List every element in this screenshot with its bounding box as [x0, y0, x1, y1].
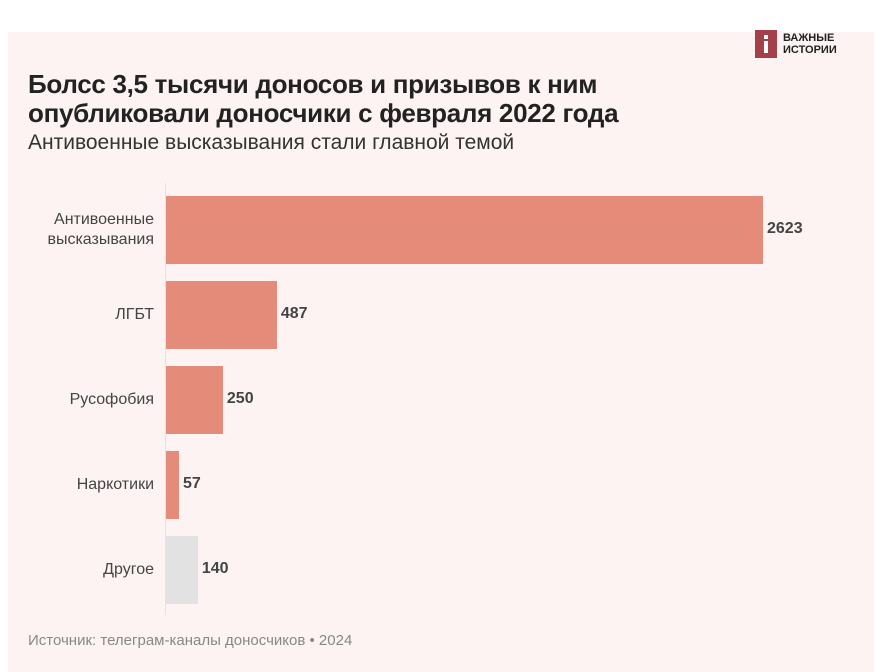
value-label: 250 [226, 390, 254, 407]
logo: ВАЖНЫЕ ИСТОРИИ [755, 30, 837, 58]
category-label: Другое [103, 561, 154, 578]
category-label: ЛГБТ [115, 306, 154, 323]
bar [166, 451, 179, 519]
bar [166, 196, 763, 264]
category-label: Русофобия [69, 391, 154, 408]
bar [166, 536, 198, 604]
y-axis-line [165, 183, 166, 615]
category-label: Антивоенные высказывания [47, 211, 154, 248]
value-label: 140 [201, 560, 229, 577]
value-label: 2623 [767, 220, 803, 237]
chart-title: Болсс 3,5 тысячи доносов и призывов к ни… [28, 69, 619, 128]
bar [166, 366, 223, 434]
bar [166, 281, 277, 349]
logo-text: ИСТОРИИ [783, 44, 837, 56]
category-label: Наркотики [76, 476, 154, 493]
chart-card [8, 32, 874, 672]
logo-text: ВАЖНЫЕ [783, 32, 835, 44]
chart-subtitle: Антивоенные высказывания стали главной т… [28, 131, 515, 154]
value-label: 57 [182, 475, 201, 492]
source-note: Источник: телеграм-каналы доносчиков • 2… [28, 632, 353, 649]
logo-icon [755, 30, 777, 58]
value-label: 487 [280, 305, 308, 322]
